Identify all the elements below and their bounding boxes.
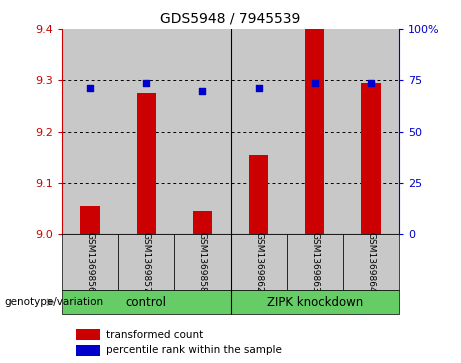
Bar: [230, 29, 287, 234]
Bar: [62, 234, 118, 290]
Bar: [62, 290, 230, 314]
Text: ZIPK knockdown: ZIPK knockdown: [266, 296, 363, 309]
Point: [311, 80, 318, 86]
Bar: [230, 234, 287, 290]
Bar: [62, 29, 118, 234]
Bar: [62, 29, 118, 234]
Bar: [136, 93, 156, 234]
Text: GSM1369862: GSM1369862: [254, 232, 263, 293]
Bar: [174, 29, 230, 234]
Title: GDS5948 / 7945539: GDS5948 / 7945539: [160, 11, 301, 25]
Bar: [118, 29, 174, 234]
Point: [142, 80, 150, 86]
Bar: [230, 29, 287, 234]
Bar: [305, 29, 325, 234]
Text: GSM1369864: GSM1369864: [366, 232, 375, 293]
Bar: [287, 234, 343, 290]
Text: GSM1369856: GSM1369856: [86, 232, 95, 293]
Bar: [343, 29, 399, 234]
Bar: [361, 83, 380, 234]
Bar: [193, 211, 212, 234]
Point: [199, 88, 206, 94]
Bar: [118, 29, 174, 234]
Bar: [287, 29, 343, 234]
Bar: [230, 290, 399, 314]
Bar: [76, 345, 100, 356]
Bar: [287, 29, 343, 234]
Text: GSM1369863: GSM1369863: [310, 232, 319, 293]
Bar: [343, 234, 399, 290]
Text: GSM1369858: GSM1369858: [198, 232, 207, 293]
Text: transformed count: transformed count: [106, 330, 203, 339]
Bar: [249, 155, 268, 234]
Bar: [81, 206, 100, 234]
Bar: [76, 329, 100, 340]
Text: genotype/variation: genotype/variation: [5, 297, 104, 307]
Bar: [343, 29, 399, 234]
Text: percentile rank within the sample: percentile rank within the sample: [106, 345, 282, 355]
Text: GSM1369857: GSM1369857: [142, 232, 151, 293]
Bar: [118, 234, 174, 290]
Point: [367, 80, 374, 86]
Bar: [174, 29, 230, 234]
Point: [255, 85, 262, 91]
Text: control: control: [126, 296, 167, 309]
Point: [87, 85, 94, 91]
Bar: [174, 234, 230, 290]
